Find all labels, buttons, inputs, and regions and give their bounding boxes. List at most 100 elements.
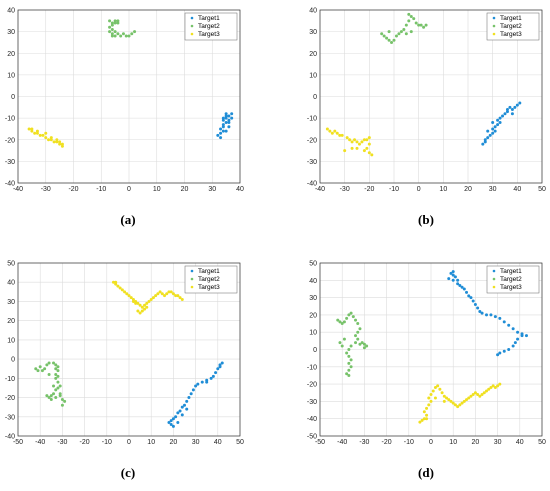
data-point [338, 133, 342, 137]
data-point [54, 367, 58, 371]
data-point [362, 342, 366, 346]
data-point [47, 138, 51, 142]
data-point [114, 280, 118, 284]
data-point [429, 392, 433, 396]
data-point [382, 34, 386, 38]
data-point [471, 392, 475, 396]
data-point [154, 294, 158, 298]
data-point [330, 131, 334, 135]
data-point [502, 349, 506, 353]
data-point [465, 290, 469, 294]
data-point [355, 140, 359, 144]
series-target2 [380, 12, 428, 44]
data-point [347, 348, 351, 351]
data-point [471, 299, 475, 303]
data-point [345, 316, 349, 320]
data-point [370, 153, 374, 157]
legend-box [184, 12, 238, 41]
data-point [507, 348, 511, 351]
data-point [498, 116, 502, 120]
data-point [43, 367, 47, 371]
data-point [453, 403, 457, 407]
data-point [491, 384, 495, 388]
data-point [214, 371, 218, 375]
data-point [136, 309, 140, 313]
data-point [30, 127, 34, 131]
data-point [108, 30, 112, 34]
x-tick-label: -40 [315, 186, 325, 193]
data-point [496, 123, 500, 127]
data-point [365, 146, 369, 150]
data-point [180, 298, 184, 302]
data-point [350, 140, 354, 144]
data-point [56, 369, 60, 373]
data-point [487, 387, 491, 391]
data-point [121, 32, 125, 36]
data-point [56, 374, 60, 378]
y-tick-label: 0 [11, 357, 15, 364]
data-point [356, 322, 360, 326]
x-tick-label: -10 [96, 186, 106, 193]
x-tick-label: -20 [80, 439, 90, 446]
series-target1 [216, 112, 234, 140]
data-point [221, 125, 225, 129]
data-point [176, 421, 180, 425]
legend-marker-target2 [190, 277, 194, 281]
y-tick-label: 0 [313, 347, 317, 354]
y-tick-label: -30 [5, 159, 15, 166]
data-point [113, 34, 117, 38]
data-point [462, 399, 466, 403]
data-point [49, 397, 53, 401]
data-point [325, 127, 329, 131]
data-point [116, 21, 120, 25]
data-point [417, 23, 421, 27]
data-point [221, 129, 225, 133]
x-tick-label: 40 [516, 439, 524, 446]
data-point [119, 34, 123, 38]
data-point [123, 290, 127, 294]
data-point [501, 114, 505, 118]
data-point [110, 23, 114, 27]
data-point [120, 288, 124, 292]
y-tick-label: -30 [307, 159, 317, 166]
x-tick-label: 30 [494, 439, 502, 446]
data-point [358, 342, 362, 346]
data-point [113, 21, 117, 25]
data-point [36, 369, 40, 373]
data-point [211, 374, 215, 378]
data-point [362, 346, 366, 350]
data-point [425, 406, 429, 410]
data-point [224, 114, 228, 118]
data-point [227, 118, 231, 122]
data-point [138, 311, 142, 315]
data-point [63, 399, 67, 403]
data-point [422, 417, 426, 421]
y-tick-label: 10 [7, 72, 15, 79]
data-point [505, 107, 509, 111]
data-point [219, 136, 223, 140]
data-point [511, 327, 515, 331]
data-point [353, 138, 357, 142]
data-point [485, 313, 488, 317]
data-point [58, 392, 62, 396]
data-point [55, 140, 59, 144]
data-point [348, 138, 352, 142]
data-point [200, 380, 204, 384]
x-tick-label: 40 [513, 186, 521, 193]
data-point [171, 424, 175, 428]
x-tick-label: 0 [127, 439, 131, 446]
data-point [496, 384, 500, 388]
axes-frame [319, 9, 543, 184]
data-point [496, 353, 500, 357]
data-point [349, 365, 353, 369]
series-target3 [418, 382, 502, 424]
x-tick-label: 30 [489, 186, 497, 193]
y-tick-label: 40 [309, 278, 317, 285]
data-point [469, 394, 473, 398]
chart-panel-1: -40 -30 -20 -10 0 10 20 30 40 -40 -30 -20 -10 0 10 20 30… [5, 8, 244, 228]
data-point [209, 376, 213, 380]
data-point [456, 278, 460, 282]
data-point [60, 403, 64, 407]
